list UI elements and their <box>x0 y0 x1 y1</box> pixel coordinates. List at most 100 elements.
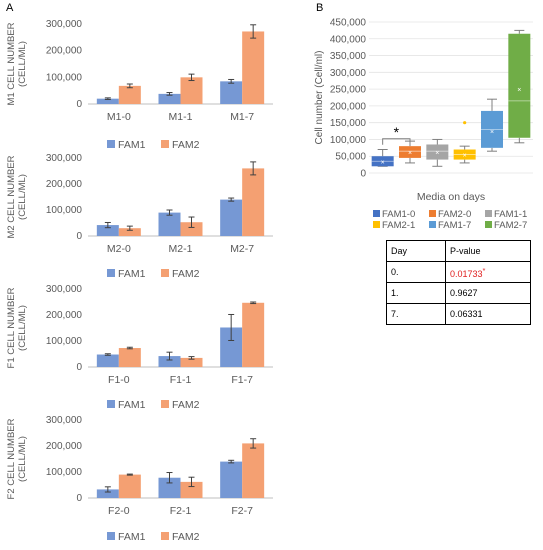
legend: FAM1 FAM2 <box>107 268 200 280</box>
y-tick-label: 350,000 <box>330 51 367 62</box>
y-tick-label: 300,000 <box>330 68 367 79</box>
y-axis-label-line: F1 CELL NUMBER <box>6 287 17 368</box>
x-tick-label: F1-0 <box>108 374 130 386</box>
x-tick-label: F1-7 <box>231 374 253 386</box>
y-axis-label: M2 CELL NUMBER(CELL/ML) <box>6 155 28 238</box>
y-tick-label: 400,000 <box>330 34 367 45</box>
significance-marker: * <box>482 265 486 275</box>
legend-swatch <box>161 140 169 148</box>
table-row: 0. 0.01733* <box>386 261 531 283</box>
bar-fam1 <box>158 477 181 498</box>
bar-fam1 <box>96 98 119 104</box>
bar-fam2 <box>180 357 203 367</box>
legend-swatch <box>107 400 115 408</box>
legend-swatch <box>485 221 492 228</box>
legend-swatch <box>161 400 169 408</box>
bar-fam1 <box>96 225 119 236</box>
y-tick-label: 0 <box>360 169 366 180</box>
box-fam2-0 <box>399 146 421 158</box>
legend-swatch <box>373 210 380 217</box>
bar-fam2 <box>118 348 141 367</box>
y-tick-label: 300,000 <box>46 153 83 164</box>
bar-fam2 <box>118 474 141 498</box>
y-axis-label: Cell number (Cell/ml) <box>314 51 325 145</box>
bar-fam2 <box>180 481 203 498</box>
bar-fam2 <box>180 222 203 236</box>
y-tick-label: 200,000 <box>46 310 83 321</box>
bar-fam2 <box>118 228 141 236</box>
legend-label: FAM2-0 <box>438 209 471 220</box>
x-tick-label: M1-1 <box>169 111 193 123</box>
x-tick-label: F2-1 <box>170 505 192 517</box>
legend-label: FAM2 <box>172 268 200 280</box>
legend: FAM1 FAM2 <box>107 399 200 411</box>
y-tick-label: 250,000 <box>330 85 367 96</box>
mean-marker: × <box>408 150 412 157</box>
x-tick-label: M2-1 <box>169 243 193 255</box>
y-tick-label: 0 <box>76 99 82 110</box>
bar-fam1 <box>96 489 119 498</box>
table-cell-p-value: 0.9627 <box>445 282 531 304</box>
legend-swatch <box>161 269 169 277</box>
table-row: 1. 0.9627 <box>386 282 531 304</box>
bar-fam2 <box>180 77 203 104</box>
panel-label-a: A <box>6 2 14 14</box>
bar-fam2 <box>242 31 265 104</box>
y-axis-label-line: (CELL/ML) <box>17 41 28 87</box>
bar-chart-4: 0 100,000 200,000 300,000 F2 CELL NUMBER(CEL… <box>6 415 273 543</box>
bar-fam1 <box>158 212 181 236</box>
legend-label: FAM1 <box>118 531 146 543</box>
x-tick-label: F2-0 <box>108 505 130 517</box>
bar-chart-2: 0 100,000 200,000 300,000 M2 CELL NUMBER(CEL… <box>6 153 273 280</box>
y-tick-label: 0 <box>76 231 82 242</box>
y-axis-label-line: M2 CELL NUMBER <box>6 155 17 238</box>
y-tick-label: 100,000 <box>46 336 83 347</box>
box-fam2-7 <box>508 33 531 138</box>
y-tick-label: 0 <box>76 362 82 373</box>
legend-swatch <box>373 221 380 228</box>
bar-fam2 <box>242 168 265 236</box>
legend: FAM1 FAM2 <box>107 531 200 543</box>
legend-label: FAM1 <box>118 268 146 280</box>
x-axis-label: Media on days <box>417 191 485 203</box>
legend-label: FAM2 <box>172 399 200 411</box>
bar-fam1 <box>158 93 181 104</box>
y-tick-label: 50,000 <box>335 152 366 163</box>
x-tick-label: M1-0 <box>107 111 131 123</box>
y-tick-label: 0 <box>76 493 82 504</box>
bar-fam1 <box>220 461 243 498</box>
x-tick-label: M2-0 <box>107 243 131 255</box>
p-value-significant: 0.01733 <box>450 268 483 279</box>
y-axis-label-line: (CELL/ML) <box>17 436 28 482</box>
table-header-p-value: P-value <box>445 240 531 262</box>
table-cell-p-value: 0.01733* <box>445 261 531 283</box>
legend-label: FAM1 <box>118 399 146 411</box>
table-row: 7. 0.06331 <box>386 303 531 325</box>
bar-fam2 <box>242 302 265 367</box>
y-axis-label-line: F2 CELL NUMBER <box>6 418 17 499</box>
legend-swatch <box>485 210 492 217</box>
legend-swatch <box>107 140 115 148</box>
significance-star: * <box>394 124 400 140</box>
legend: FAM1-0 FAM2-0 FAM1-1 FAM2-1 FAM1-7 FAM2-7 <box>373 209 527 231</box>
mean-marker: × <box>463 153 467 160</box>
x-tick-label: F1-1 <box>170 374 192 386</box>
legend-label: FAM1-1 <box>494 209 527 220</box>
y-axis-label-line: (CELL/ML) <box>17 305 28 351</box>
y-axis-label: M1 CELL NUMBER(CELL/ML) <box>6 22 28 105</box>
mean-marker: × <box>490 129 494 136</box>
box-fam1-1 <box>426 144 449 160</box>
y-tick-label: 300,000 <box>46 415 83 426</box>
legend-label: FAM2 <box>172 531 200 543</box>
y-tick-label: 200,000 <box>46 46 83 57</box>
legend-label: FAM2-7 <box>494 220 527 231</box>
y-axis-label-line: (CELL/ML) <box>17 174 28 220</box>
p-value-table: Day P-value 0. 0.01733* 1. 0.9627 7. 0.0… <box>386 240 531 325</box>
y-tick-label: 300,000 <box>46 284 83 295</box>
bar-fam1 <box>220 81 243 104</box>
table-cell-day: 1. <box>386 282 446 304</box>
bar-fam2 <box>118 85 141 104</box>
mean-marker: × <box>381 159 385 166</box>
table-header-day: Day <box>386 240 446 262</box>
legend-label: FAM1-7 <box>438 220 471 231</box>
